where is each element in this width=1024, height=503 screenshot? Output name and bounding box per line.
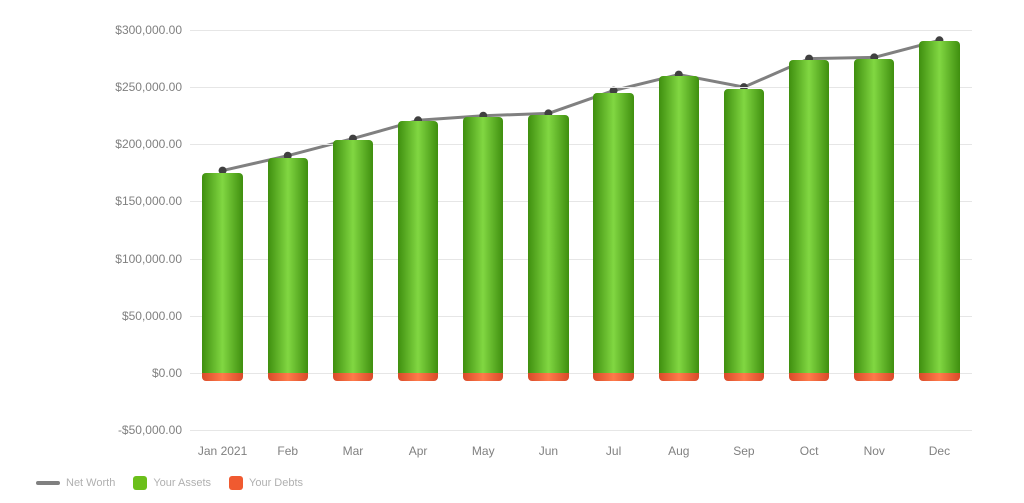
bar-group [919, 30, 959, 430]
debts-bar [659, 373, 699, 381]
assets-bar [724, 89, 764, 372]
x-axis-tick-label: Jul [606, 444, 621, 458]
y-axis-tick-label: $200,000.00 [100, 137, 182, 151]
bar-group [528, 30, 568, 430]
debts-bar [593, 373, 633, 381]
assets-bar [463, 117, 503, 373]
y-axis-tick-label: $300,000.00 [100, 23, 182, 37]
y-axis-tick-label: $250,000.00 [100, 80, 182, 94]
legend-swatch-box [229, 476, 243, 490]
x-axis-tick-label: Sep [733, 444, 754, 458]
bar-group [202, 30, 242, 430]
assets-bar [202, 173, 242, 373]
legend-item-assets: Your Assets [133, 476, 211, 490]
bar-group [398, 30, 438, 430]
assets-bar [659, 76, 699, 373]
bar-group [724, 30, 764, 430]
legend-item-debts: Your Debts [229, 476, 303, 490]
legend-item-networth: Net Worth [36, 477, 115, 489]
bar-group [593, 30, 633, 430]
x-axis-tick-label: Oct [800, 444, 819, 458]
assets-bar [398, 121, 438, 372]
plot-area: -$50,000.00$0.00$50,000.00$100,000.00$15… [190, 30, 972, 430]
bar-group [854, 30, 894, 430]
debts-bar [398, 373, 438, 381]
assets-bar [333, 140, 373, 373]
assets-bar [593, 93, 633, 373]
legend-label: Your Assets [153, 477, 211, 489]
bar-group [463, 30, 503, 430]
bar-group [659, 30, 699, 430]
legend: Net Worth Your Assets Your Debts [36, 476, 303, 490]
debts-bar [919, 373, 959, 381]
assets-bar [268, 158, 308, 373]
networth-chart: -$50,000.00 $0.00 $50,000.00 $100,000.00 $15… [0, 0, 1024, 503]
legend-swatch-box [133, 476, 147, 490]
networth-line [223, 40, 940, 170]
bar-group [333, 30, 373, 430]
x-axis-tick-label: Feb [277, 444, 298, 458]
y-axis-tick-label: $50,000.00 [100, 309, 182, 323]
debts-bar [202, 373, 242, 381]
debts-bar [463, 373, 503, 381]
x-axis-tick-label: Nov [864, 444, 885, 458]
y-axis-tick-label: -$50,000.00 [100, 423, 182, 437]
x-axis-tick-label: Apr [409, 444, 428, 458]
y-axis-tick-label: $150,000.00 [100, 194, 182, 208]
debts-bar [789, 373, 829, 381]
y-axis-tick-label: $0.00 [100, 366, 182, 380]
debts-bar [854, 373, 894, 381]
assets-bar [789, 60, 829, 373]
legend-label: Net Worth [66, 477, 115, 489]
x-axis-tick-label: May [472, 444, 495, 458]
assets-bar [854, 59, 894, 373]
gridline [190, 430, 972, 431]
y-axis-tick-label: $100,000.00 [100, 252, 182, 266]
assets-bar [919, 41, 959, 372]
x-axis-tick-label: Aug [668, 444, 689, 458]
x-axis-tick-label: Jun [539, 444, 558, 458]
x-axis-tick-label: Mar [343, 444, 364, 458]
x-axis-tick-label: Dec [929, 444, 950, 458]
assets-bar [528, 115, 568, 373]
debts-bar [724, 373, 764, 381]
debts-bar [333, 373, 373, 381]
x-axis-tick-label: Jan 2021 [198, 444, 247, 458]
bar-group [268, 30, 308, 430]
bar-group [789, 30, 829, 430]
debts-bar [528, 373, 568, 381]
debts-bar [268, 373, 308, 381]
legend-swatch-line [36, 481, 60, 485]
legend-label: Your Debts [249, 477, 303, 489]
